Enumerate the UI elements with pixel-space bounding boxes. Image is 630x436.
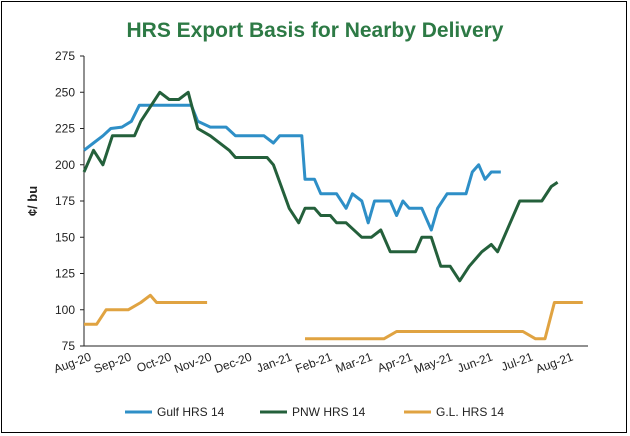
x-tick-label: May-21 xyxy=(412,350,455,377)
series-line-3 xyxy=(305,301,583,341)
y-tick-label: 150 xyxy=(55,230,75,244)
y-tick-label: 225 xyxy=(55,122,75,136)
x-tick-label: Feb-21 xyxy=(293,350,334,376)
x-tick-label: Oct-20 xyxy=(135,350,174,376)
chart-title: HRS Export Basis for Nearby Delivery xyxy=(126,19,504,42)
x-tick-labels: Aug-20 Sep-20 Oct-20 Nov-20 Dec-20 Jan-21 Feb-… xyxy=(52,350,575,377)
legend: Gulf HRS 14 PNW HRS 14 G.L. HRS 14 xyxy=(125,405,504,419)
x-tick-label: Jan-21 xyxy=(255,350,295,376)
series-lines xyxy=(82,90,583,341)
series-line-2 xyxy=(82,90,559,283)
y-axis-label: ¢/ bu xyxy=(25,186,40,216)
x-tick-label: Dec-20 xyxy=(213,350,254,376)
x-tick-label: Jul-21 xyxy=(499,350,535,374)
x-tick-label: Mar-21 xyxy=(334,350,375,376)
y-tick-labels: 75 100 125 150 175 200 225 250 275 xyxy=(55,49,84,353)
series-line-1 xyxy=(83,103,501,232)
y-tick-label: 100 xyxy=(55,303,75,317)
x-tick-label: Aug-21 xyxy=(534,350,575,377)
legend-label: Gulf HRS 14 xyxy=(157,405,225,419)
x-tick-label: Apr-21 xyxy=(376,350,415,376)
x-tick-label: Sep-20 xyxy=(92,350,133,377)
x-tick-label: Aug-20 xyxy=(52,350,93,377)
x-tick-label: Jun-21 xyxy=(455,350,495,376)
legend-label: G.L. HRS 14 xyxy=(436,405,504,419)
y-tick-label: 275 xyxy=(55,49,75,63)
y-tick-label: 125 xyxy=(55,267,75,281)
x-tick-label: Nov-20 xyxy=(172,350,213,376)
y-tick-label: 250 xyxy=(55,85,75,99)
y-tick-label: 200 xyxy=(55,158,75,172)
y-tick-label: 75 xyxy=(62,339,76,353)
series-line-3 xyxy=(84,293,208,326)
legend-label: PNW HRS 14 xyxy=(292,405,366,419)
y-tick-label: 175 xyxy=(55,194,75,208)
